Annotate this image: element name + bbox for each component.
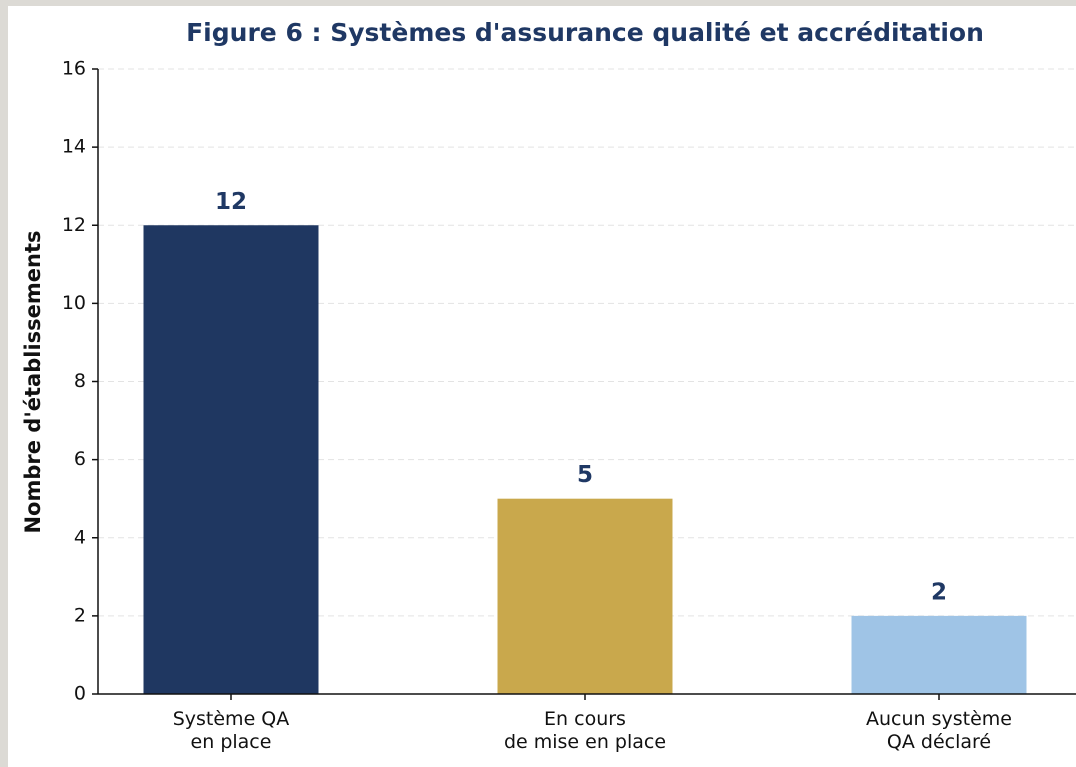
y-tick-label: 16 [62,58,86,80]
value-label: 5 [577,462,593,488]
y-tick-label: 12 [62,214,86,236]
bar [497,498,673,694]
y-tick-label: 8 [74,370,86,392]
x-tick-label: Système QA en place [172,708,290,753]
y-tick-label: 4 [74,526,86,548]
y-tick-label: 10 [62,292,86,314]
y-axis-label: Nombre d'établissements [21,230,45,533]
value-label: 2 [931,579,947,605]
y-tick-label: 0 [74,683,86,705]
x-tick-label: En cours de mise en place [503,708,667,753]
value-label: 12 [215,189,247,215]
chart-title: Figure 6 : Systèmes d'assurance qualité … [186,18,984,47]
y-tick-label: 14 [62,136,86,158]
y-tick-label: 6 [74,448,86,470]
x-tick-label: Aucun système QA déclaré [866,708,1012,753]
bar [143,225,319,694]
y-tick-label: 2 [74,604,86,626]
bar [851,615,1027,694]
